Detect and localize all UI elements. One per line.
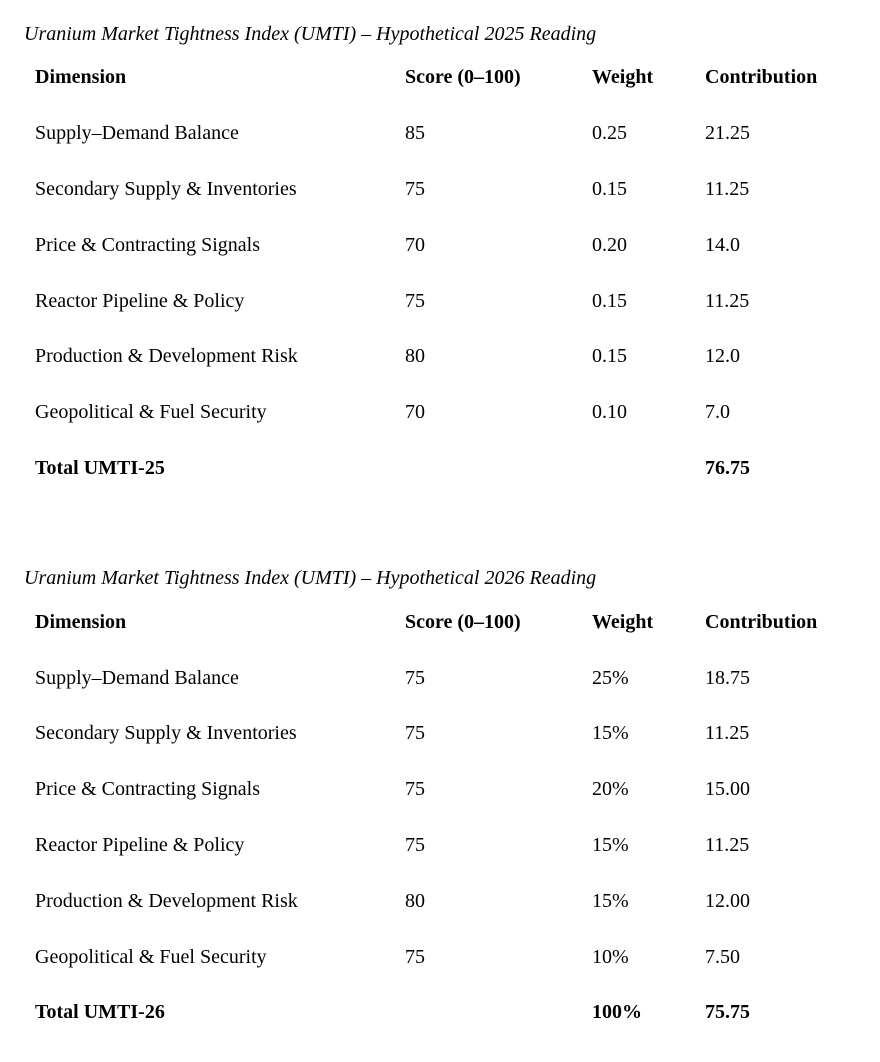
cell-score: 75 bbox=[405, 833, 425, 856]
cell-score: 70 bbox=[405, 401, 425, 424]
table-row: Reactor Pipeline & Policy 75 15% 11.25 bbox=[35, 818, 845, 874]
cell-weight: 0.25 bbox=[592, 122, 627, 145]
table-row: Geopolitical & Fuel Security 75 10% 7.50 bbox=[35, 929, 845, 985]
column-header-weight: Weight bbox=[592, 66, 654, 89]
total-label: Total UMTI-25 bbox=[35, 456, 165, 479]
cell-contribution: 21.25 bbox=[705, 122, 750, 145]
cell-weight: 15% bbox=[592, 833, 629, 856]
total-weight bbox=[592, 441, 705, 497]
cell-dimension: Reactor Pipeline & Policy bbox=[35, 289, 245, 312]
cell-score: 75 bbox=[405, 945, 425, 968]
total-weight: 100% bbox=[592, 1001, 642, 1024]
column-header-contribution: Contribution bbox=[705, 610, 818, 633]
cell-weight: 0.15 bbox=[592, 289, 627, 312]
cell-score: 85 bbox=[405, 122, 425, 145]
cell-score: 75 bbox=[405, 722, 425, 745]
cell-dimension: Reactor Pipeline & Policy bbox=[35, 833, 245, 856]
total-contribution: 76.75 bbox=[705, 456, 750, 479]
header-row: Dimension Score (0–100) Weight Contribut… bbox=[35, 50, 845, 106]
umti-2026-section: Uranium Market Tightness Index (UMTI) – … bbox=[0, 566, 880, 1040]
cell-contribution: 12.0 bbox=[705, 345, 740, 368]
cell-contribution: 12.00 bbox=[705, 889, 750, 912]
cell-weight: 0.20 bbox=[592, 233, 627, 256]
cell-score: 80 bbox=[405, 889, 425, 912]
cell-dimension: Production & Development Risk bbox=[35, 889, 298, 912]
cell-dimension: Secondary Supply & Inventories bbox=[35, 722, 297, 745]
table-row: Price & Contracting Signals 75 20% 15.00 bbox=[35, 762, 845, 818]
umti-2025-section: Uranium Market Tightness Index (UMTI) – … bbox=[0, 0, 880, 496]
cell-contribution: 11.25 bbox=[705, 289, 750, 312]
total-row: Total UMTI-25 76.75 bbox=[35, 441, 845, 497]
cell-score: 80 bbox=[405, 345, 425, 368]
total-label: Total UMTI-26 bbox=[35, 1001, 165, 1024]
cell-contribution: 14.0 bbox=[705, 233, 740, 256]
cell-contribution: 11.25 bbox=[705, 833, 750, 856]
cell-weight: 10% bbox=[592, 945, 629, 968]
table-row: Supply–Demand Balance 85 0.25 21.25 bbox=[35, 106, 845, 162]
cell-contribution: 11.25 bbox=[705, 177, 750, 200]
column-header-score: Score (0–100) bbox=[405, 66, 521, 89]
cell-score: 75 bbox=[405, 289, 425, 312]
table-row: Price & Contracting Signals 70 0.20 14.0 bbox=[35, 217, 845, 273]
table-row: Production & Development Risk 80 0.15 12… bbox=[35, 329, 845, 385]
cell-dimension: Price & Contracting Signals bbox=[35, 778, 260, 801]
column-header-dimension: Dimension bbox=[35, 610, 127, 633]
cell-dimension: Supply–Demand Balance bbox=[35, 122, 239, 145]
column-header-score: Score (0–100) bbox=[405, 610, 521, 633]
table-title-2026: Uranium Market Tightness Index (UMTI) – … bbox=[24, 567, 597, 590]
column-header-contribution: Contribution bbox=[705, 66, 818, 89]
table-row: Secondary Supply & Inventories 75 0.15 1… bbox=[35, 162, 845, 218]
total-contribution: 75.75 bbox=[705, 1001, 750, 1024]
cell-dimension: Geopolitical & Fuel Security bbox=[35, 945, 267, 968]
table-row: Geopolitical & Fuel Security 70 0.10 7.0 bbox=[35, 385, 845, 441]
cell-weight: 25% bbox=[592, 666, 629, 689]
umti-2025-table: Dimension Score (0–100) Weight Contribut… bbox=[35, 50, 845, 496]
table-row: Secondary Supply & Inventories 75 15% 11… bbox=[35, 706, 845, 762]
cell-score: 75 bbox=[405, 177, 425, 200]
table-row: Production & Development Risk 80 15% 12.… bbox=[35, 873, 845, 929]
cell-contribution: 7.0 bbox=[705, 401, 730, 424]
cell-weight: 0.15 bbox=[592, 177, 627, 200]
column-header-weight: Weight bbox=[592, 610, 654, 633]
cell-dimension: Production & Development Risk bbox=[35, 345, 298, 368]
cell-score: 75 bbox=[405, 778, 425, 801]
header-row: Dimension Score (0–100) Weight Contribut… bbox=[35, 594, 845, 650]
total-row: Total UMTI-26 100% 75.75 bbox=[35, 985, 845, 1041]
cell-contribution: 11.25 bbox=[705, 722, 750, 745]
table-row: Supply–Demand Balance 75 25% 18.75 bbox=[35, 650, 845, 706]
umti-2026-table: Dimension Score (0–100) Weight Contribut… bbox=[35, 594, 845, 1040]
total-score bbox=[405, 441, 592, 497]
total-score bbox=[405, 985, 592, 1041]
cell-dimension: Supply–Demand Balance bbox=[35, 666, 239, 689]
cell-contribution: 7.50 bbox=[705, 945, 740, 968]
cell-weight: 0.10 bbox=[592, 401, 627, 424]
cell-weight: 0.15 bbox=[592, 345, 627, 368]
cell-contribution: 18.75 bbox=[705, 666, 750, 689]
table-row: Reactor Pipeline & Policy 75 0.15 11.25 bbox=[35, 273, 845, 329]
cell-weight: 15% bbox=[592, 889, 629, 912]
cell-weight: 15% bbox=[592, 722, 629, 745]
cell-score: 70 bbox=[405, 233, 425, 256]
cell-dimension: Geopolitical & Fuel Security bbox=[35, 401, 267, 424]
cell-dimension: Price & Contracting Signals bbox=[35, 233, 260, 256]
cell-weight: 20% bbox=[592, 778, 629, 801]
cell-dimension: Secondary Supply & Inventories bbox=[35, 177, 297, 200]
column-header-dimension: Dimension bbox=[35, 66, 127, 89]
table-title-2025: Uranium Market Tightness Index (UMTI) – … bbox=[24, 23, 597, 45]
cell-contribution: 15.00 bbox=[705, 778, 750, 801]
cell-score: 75 bbox=[405, 666, 425, 689]
